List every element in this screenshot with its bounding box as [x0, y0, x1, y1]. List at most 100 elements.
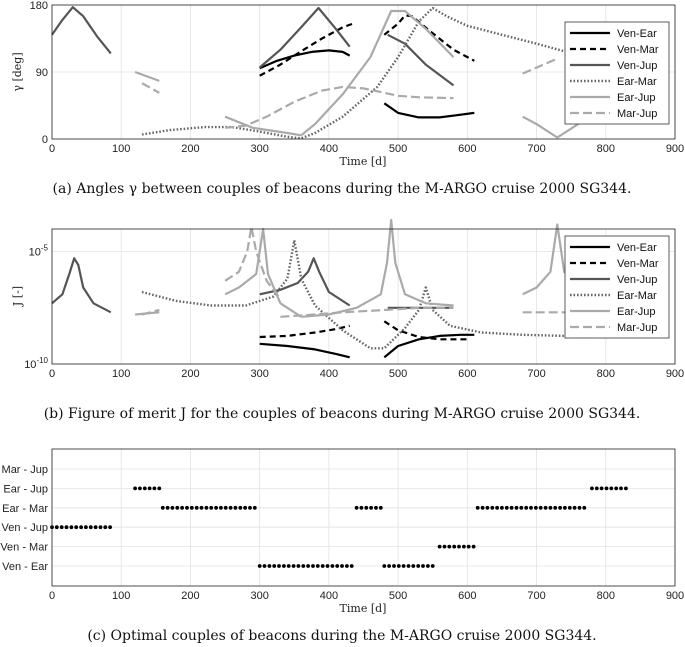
optimal-dot — [421, 564, 425, 568]
caption: (c) Optimal couples of beacons during th… — [87, 628, 596, 644]
x-tick-label: 100 — [112, 368, 130, 380]
y-tick-labels: 0 90 180 — [30, 0, 48, 146]
y-tick-label: Ven - Jup — [2, 522, 48, 534]
optimal-dot — [345, 564, 349, 568]
x-tick-label: 500 — [389, 368, 407, 380]
optimal-dot — [500, 505, 504, 510]
series-line-ven-jup — [51, 257, 112, 314]
x-tick-label: 700 — [527, 590, 545, 602]
optimal-dot — [548, 505, 553, 510]
optimal-dot — [185, 505, 189, 510]
optimal-dot — [462, 544, 466, 549]
x-tick-label: 200 — [181, 590, 199, 602]
series-line-mar-jup — [224, 225, 282, 300]
optimal-dot — [437, 544, 442, 549]
optimal-dot — [411, 564, 416, 568]
optimal-dot — [369, 505, 373, 510]
optimal-dot — [594, 486, 599, 491]
optimal-dot — [553, 505, 558, 510]
optimal-dot — [504, 505, 509, 510]
optimal-dot — [480, 505, 485, 510]
optimal-dot — [534, 505, 538, 510]
x-tick-label: 500 — [389, 143, 407, 155]
legend: Ven-Ear Ven-Mar Ven-Jup Ear-Mar Ear-Jup Mar-J… — [564, 235, 670, 339]
optimal-dot — [204, 505, 209, 510]
optimal-dot — [572, 505, 577, 510]
optimal-dot — [624, 486, 628, 491]
series-line-ear-jup — [300, 9, 455, 137]
legend-label: Ven-Jup — [617, 60, 657, 72]
optimal-dot — [54, 525, 59, 530]
optimal-dot — [416, 564, 421, 568]
optimal-dot — [74, 525, 79, 530]
x-axis-label: Time [d] — [340, 602, 387, 615]
optimal-dot — [286, 564, 291, 568]
optimal-dot — [142, 486, 147, 491]
series-line-mar-jup — [522, 57, 558, 75]
optimal-dot — [277, 564, 281, 568]
legend-label: Ven-Mar — [617, 258, 659, 270]
legend-label: Mar-Jup — [617, 108, 657, 120]
optimal-dot — [609, 486, 614, 491]
optimal-dot — [133, 486, 138, 491]
optimal-dot — [599, 486, 604, 491]
optimal-dot — [79, 525, 83, 530]
optimal-dot — [189, 505, 194, 510]
y-tick-label: Ear - Jup — [3, 483, 48, 495]
y-tick-labels: Mar - Jup Ear - Jup Ear - Mar Ven - Jup Ven … — [0, 464, 48, 573]
y-axis-label: γ [deg] — [11, 52, 24, 91]
optimal-dot — [582, 505, 587, 510]
legend: Ven-Ear Ven-Mar Ven-Jup Ear-Mar Ear-Jup Mar-J… — [564, 21, 670, 125]
optimal-dot — [392, 564, 396, 568]
series-line-mar-jup — [224, 85, 454, 129]
optimal-dot — [447, 544, 452, 549]
legend-label: Ear-Mar — [617, 76, 657, 88]
optimal-dot — [514, 505, 519, 510]
grid — [51, 449, 676, 586]
legend-label: Ear-Jup — [617, 306, 656, 318]
optimal-dot — [466, 544, 471, 549]
x-tick-label: 500 — [389, 590, 407, 602]
optimal-dot — [509, 505, 514, 510]
x-tick-label: 200 — [181, 143, 199, 155]
x-tick-label: 800 — [597, 590, 615, 602]
legend-label: Ear-Mar — [617, 290, 657, 302]
optimal-dot — [219, 505, 223, 510]
optimal-dot — [359, 505, 364, 510]
optimal-dot — [364, 505, 369, 510]
series-line-ven-ear — [383, 102, 475, 119]
optimal-dot — [538, 505, 543, 510]
x-tick-label: 0 — [49, 590, 55, 602]
series-line-mar-jup — [280, 306, 454, 318]
optimal-dot — [88, 525, 93, 530]
x-tick-label: 900 — [666, 590, 684, 602]
x-tick-label: 700 — [527, 368, 545, 380]
optimal-dot — [567, 505, 572, 510]
x-tick-label: 700 — [527, 143, 545, 155]
optimal-dot — [138, 486, 142, 491]
axes-box — [51, 228, 676, 365]
y-tick-labels: 10-5 10-10 — [24, 244, 48, 372]
optimal-dot — [214, 505, 219, 510]
optimal-dot — [248, 505, 252, 510]
optimal-dot — [590, 486, 594, 491]
optimal-dot — [199, 505, 204, 510]
optimal-dot — [543, 505, 548, 510]
x-tick-label: 400 — [320, 143, 338, 155]
optimal-dot — [490, 505, 495, 510]
y-tick-label: Ven - Ear — [2, 561, 48, 573]
caption: (a) Angles γ between couples of beacons … — [53, 181, 632, 197]
x-tick-label: 600 — [458, 143, 476, 155]
series-line-ear-jup — [224, 115, 302, 137]
x-tick-label: 900 — [666, 368, 684, 380]
optimal-dot — [296, 564, 301, 568]
optimal-dot — [387, 564, 391, 568]
optimal-dot — [243, 505, 248, 510]
y-tick-label: 180 — [30, 0, 48, 12]
optimal-dot — [396, 564, 401, 568]
optimal-dot — [59, 525, 64, 530]
legend-label: Ven-Mar — [617, 44, 659, 56]
panel-a-angles: 0 100 200 300 400 500 600 700 800 900 0 90 180 Time… — [11, 0, 684, 197]
optimal-dot — [349, 564, 354, 568]
